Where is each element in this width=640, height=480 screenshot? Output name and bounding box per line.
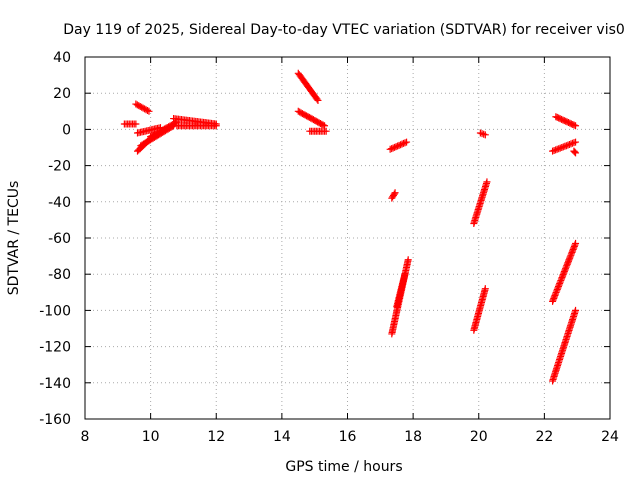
- data-point: [572, 138, 580, 146]
- data-point: [550, 147, 558, 155]
- data-point: [390, 190, 398, 198]
- data-point: [313, 95, 321, 103]
- y-tick-label: -160: [39, 412, 71, 428]
- data-point: [476, 129, 484, 137]
- y-tick-label: -20: [48, 159, 71, 175]
- data-point: [570, 147, 578, 155]
- data-point: [392, 143, 400, 151]
- data-point: [565, 140, 573, 148]
- data-point: [555, 145, 563, 153]
- data-point: [388, 145, 396, 153]
- data-points: [120, 69, 580, 385]
- data-point: [572, 149, 580, 157]
- data-point: [561, 142, 569, 150]
- data-point: [567, 140, 575, 148]
- chart-title: Day 119 of 2025, Sidereal Day-to-day VTE…: [63, 22, 625, 38]
- data-point: [552, 146, 560, 154]
- x-tick-label: 20: [470, 429, 488, 445]
- data-point: [570, 139, 578, 147]
- data-point: [572, 306, 580, 314]
- x-tick-label: 22: [535, 429, 553, 445]
- data-point: [553, 145, 561, 153]
- y-axis-label: SDTVAR / TECUs: [6, 181, 22, 296]
- y-tick-label: -140: [39, 376, 71, 392]
- y-tick-label: 40: [53, 50, 71, 66]
- x-tick-label: 10: [142, 429, 160, 445]
- data-point: [562, 142, 570, 150]
- data-point: [403, 138, 411, 146]
- data-point: [145, 107, 153, 115]
- y-tick-label: -120: [39, 340, 71, 356]
- data-point: [386, 145, 394, 153]
- data-point: [481, 285, 489, 293]
- y-tick-label: -80: [48, 267, 71, 283]
- data-point: [398, 140, 406, 148]
- data-point: [391, 189, 399, 197]
- data-point: [571, 148, 579, 156]
- y-tick-label: -100: [39, 303, 71, 319]
- data-point: [212, 122, 220, 130]
- x-tick-label: 24: [601, 429, 619, 445]
- data-point: [400, 139, 408, 147]
- data-point: [319, 121, 327, 129]
- data-point: [564, 141, 572, 149]
- data-point: [478, 130, 486, 138]
- data-point: [395, 141, 403, 149]
- x-axis-label: GPS time / hours: [285, 459, 402, 475]
- data-point: [397, 141, 405, 149]
- data-point: [572, 122, 580, 130]
- data-point: [322, 127, 330, 135]
- data-point: [314, 96, 322, 104]
- x-tick-label: 8: [81, 429, 90, 445]
- data-point: [132, 120, 140, 128]
- data-point: [483, 178, 491, 186]
- x-tick-label: 14: [273, 429, 291, 445]
- data-point: [401, 139, 409, 147]
- data-point: [394, 142, 402, 150]
- y-tick-label: -40: [48, 195, 71, 211]
- x-tick-label: 12: [207, 429, 225, 445]
- x-axis-ticks: 8 10 12 14 16 18 20 22 24: [81, 57, 619, 445]
- y-tick-label: 0: [62, 122, 71, 138]
- data-point: [570, 121, 578, 129]
- data-point: [558, 144, 566, 151]
- data-point: [481, 131, 489, 139]
- y-tick-label: -60: [48, 231, 71, 247]
- x-tick-label: 16: [339, 429, 357, 445]
- data-point: [401, 270, 409, 278]
- grid-lines: [85, 57, 610, 419]
- y-tick-label: 20: [53, 86, 71, 102]
- data-point: [480, 130, 488, 138]
- data-point: [572, 239, 580, 247]
- data-point: [568, 139, 576, 147]
- data-point: [144, 106, 152, 114]
- y-axis-ticks: -160 -140 -120 -100 -80 -60 -40 -20 0 20 40: [39, 50, 610, 428]
- data-point: [559, 143, 567, 151]
- data-point: [556, 144, 564, 152]
- data-point: [391, 143, 399, 151]
- data-point: [404, 256, 412, 264]
- data-point: [389, 144, 397, 152]
- data-point: [549, 147, 557, 155]
- x-tick-label: 18: [404, 429, 422, 445]
